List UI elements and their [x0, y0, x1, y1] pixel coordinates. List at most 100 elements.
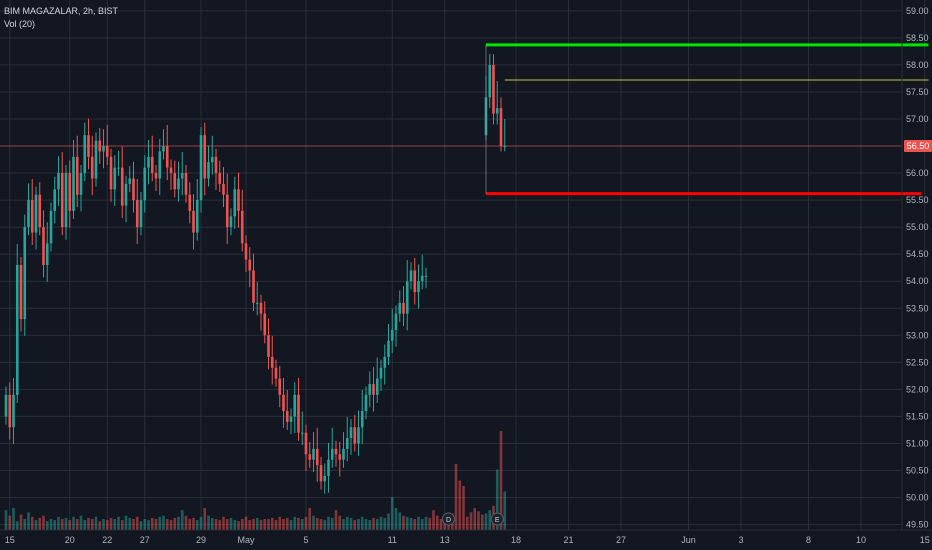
candle-body: [488, 64, 492, 98]
volume-bar: [323, 520, 327, 530]
volume-bar: [19, 514, 23, 530]
candle-body: [413, 270, 417, 293]
volume-bar: [274, 520, 278, 530]
time-tick-label: 27: [140, 535, 150, 545]
price-tick-label: 55.50: [906, 195, 929, 205]
candle-body: [267, 335, 270, 357]
symbol-label[interactable]: BIM MAGAZALAR, 2h, BIST: [4, 6, 119, 16]
volume-bar: [469, 512, 473, 530]
candle-body: [308, 454, 312, 460]
candle-body: [57, 173, 60, 190]
volume-bar: [364, 519, 368, 530]
candle-body: [282, 394, 285, 412]
volume-bar: [495, 469, 499, 530]
candle-body: [83, 135, 87, 174]
volume-bar: [499, 431, 503, 530]
volume-bar: [338, 515, 342, 530]
volume-bar: [192, 517, 195, 530]
candle-body: [79, 173, 83, 195]
volume-bar: [252, 519, 255, 530]
event-marker[interactable]: [442, 512, 455, 526]
candle-body: [180, 173, 184, 179]
volume-bar: [158, 516, 162, 530]
candle-body: [293, 394, 297, 417]
volume-bar: [462, 486, 465, 530]
price-axis[interactable]: 49.50 50.00 50.50 51.00 51.50 52.00 52.50 53.00…: [901, 0, 932, 530]
candle-body: [364, 394, 368, 412]
volume-bar: [334, 510, 338, 530]
candle-body: [109, 156, 113, 190]
candle-body: [417, 281, 420, 293]
volume-bar: [207, 515, 210, 530]
price-tick-label: 51.00: [906, 438, 929, 448]
volume-bar: [128, 517, 132, 530]
volume-bar: [398, 512, 402, 530]
candle-body: [319, 465, 323, 482]
candle-body: [150, 156, 154, 174]
price-tick-label: 55.00: [906, 222, 929, 232]
candle-body: [188, 194, 192, 211]
candle-body: [199, 135, 203, 201]
volume-bar: [177, 516, 180, 530]
candle-body: [105, 146, 109, 157]
volume-bar: [372, 517, 375, 530]
candle-body: [270, 356, 274, 368]
event-marker[interactable]: [490, 512, 504, 526]
candle-body: [255, 302, 259, 304]
candle-body: [218, 173, 222, 184]
price-tick-label: 53.00: [906, 330, 929, 340]
price-tick-label: 50.00: [906, 493, 929, 503]
candle-body: [12, 394, 15, 428]
volume-bar: [308, 508, 312, 530]
level-lines[interactable]: [0, 43, 929, 196]
candle-body: [4, 394, 8, 417]
chart-legend: BIM MAGAZALAR, 2h, BIST Vol (20): [4, 5, 118, 31]
volume-bar: [117, 516, 120, 530]
candle-body: [368, 383, 372, 395]
volume-indicator-label[interactable]: Vol (20): [4, 19, 36, 29]
volume-bar: [4, 510, 8, 530]
candle-body: [495, 108, 499, 114]
candle-body: [274, 367, 278, 379]
volume-bar: [360, 516, 364, 530]
volume-bar: [49, 519, 53, 530]
candle-body: [139, 200, 143, 228]
volume-bars: [4, 431, 507, 530]
price-tick-label: 52.00: [906, 384, 929, 394]
volume-bar: [315, 517, 319, 530]
time-tick-label: 18: [511, 535, 521, 545]
candle-body: [357, 427, 360, 444]
candle-body: [222, 183, 225, 195]
candle-body: [203, 135, 207, 179]
last-price-tag[interactable]: [904, 140, 932, 153]
price-tick-label: 58.50: [906, 33, 929, 43]
price-tick-label: 53.50: [906, 303, 929, 313]
volume-bar: [248, 520, 252, 530]
volume-bar: [357, 519, 360, 530]
candle-body: [424, 275, 428, 277]
volume-bar: [135, 516, 139, 530]
event-marker-letter: E: [495, 517, 500, 524]
candle-body: [390, 329, 394, 341]
volume-bar: [23, 519, 27, 530]
candle-body: [353, 427, 357, 444]
volume-bar: [83, 520, 87, 530]
volume-bar: [285, 517, 289, 530]
volume-bar: [417, 516, 420, 530]
volume-bar: [342, 519, 345, 530]
candle-body: [330, 448, 334, 460]
candle-body: [492, 64, 495, 114]
volume-bar: [87, 517, 90, 530]
time-axis[interactable]: 15 20 22 27 29 May 5 11 13 18 21 27 Jun 3 8 10 15: [0, 529, 932, 545]
volume-bar: [375, 519, 379, 530]
candle-body: [248, 259, 252, 271]
volume-bar: [304, 516, 308, 530]
volume-bar: [45, 521, 49, 530]
candle-body: [327, 459, 330, 476]
candle-body: [345, 438, 349, 449]
volume-bar: [113, 519, 117, 530]
candle-body: [312, 448, 315, 460]
volume-bar: [42, 515, 45, 530]
